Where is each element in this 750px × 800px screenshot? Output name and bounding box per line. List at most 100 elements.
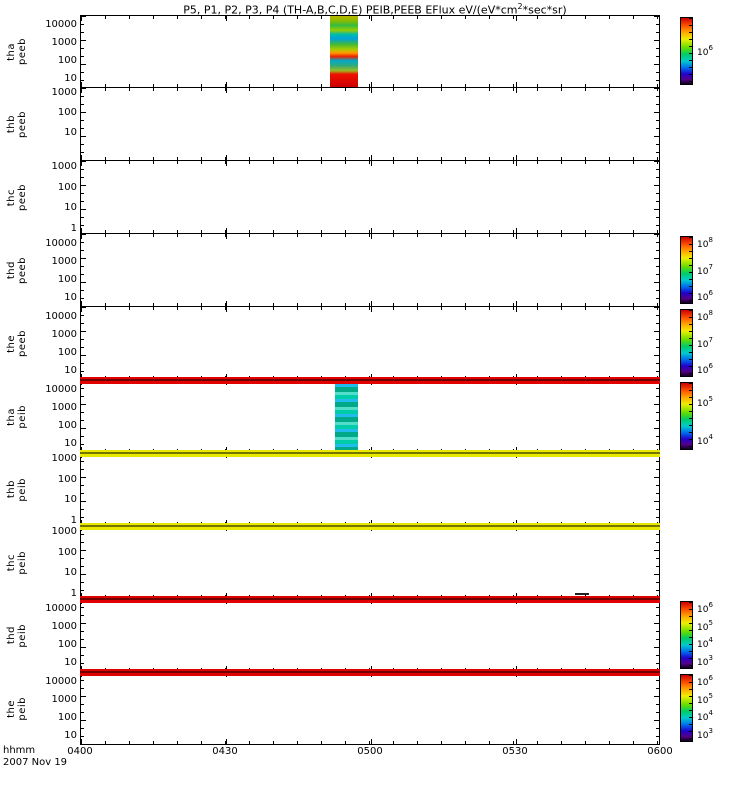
colorbar-tick: 107 — [697, 335, 713, 350]
colorbar-gradient — [680, 17, 693, 85]
colorbar-labels: 106 — [697, 17, 713, 85]
y-tick: 10 — [64, 73, 77, 84]
y-tick: 1000 — [51, 526, 77, 537]
y-tick: 10 — [64, 365, 77, 376]
probe-label: tha — [6, 407, 17, 426]
colorbar-gradient — [680, 236, 693, 304]
instrument-label: peib — [17, 623, 28, 648]
spectrogram-panel — [80, 15, 660, 88]
y-tick: 1 — [70, 222, 77, 234]
saturation-bar-yellow — [80, 523, 660, 530]
colorbar-tick: 104 — [697, 636, 713, 651]
colorbar-thd-peib: 106 105 104 103 — [680, 601, 742, 669]
instrument-label: peib — [17, 696, 28, 721]
y-tick: 1000 — [51, 694, 77, 705]
date-label: 2007 Nov 19 — [3, 757, 68, 768]
colorbar-tick: 105 — [697, 618, 713, 633]
colorbar-gradient — [680, 382, 693, 450]
panel-y-title: the peeb — [0, 307, 28, 380]
saturation-bar-red — [80, 669, 660, 676]
y-tick: 1000 — [51, 37, 77, 48]
panel-thb-peeb: thb peeb 1000 100 10 — [0, 88, 750, 161]
instrument-label: peib — [17, 550, 28, 575]
y-tick: 100 — [57, 546, 77, 558]
colorbar-tick: 103 — [697, 653, 713, 668]
colorbar-tick: 106 — [697, 289, 713, 303]
colorbar-labels: 105 104 — [697, 382, 713, 450]
y-tick: 10000 — [45, 603, 77, 614]
probe-label: tha — [6, 42, 17, 61]
panel-thc-peib: thc peib 1000 100 10 1 — [0, 526, 750, 599]
panel-thc-peeb: thc peeb 1000 100 10 1 — [0, 161, 750, 234]
panel-y-title: thc peeb — [0, 161, 28, 234]
y-tick: 10 — [64, 567, 77, 579]
y-tick: 100 — [57, 347, 77, 358]
panel-y-title: thd peeb — [0, 234, 28, 307]
y-tick: 10 — [64, 127, 77, 138]
spectrogram-panel — [80, 672, 660, 745]
colorbar-gradient — [680, 309, 693, 377]
y-tick-labels: 10000 1000 100 10 — [28, 15, 80, 88]
panel-y-title: thc peib — [0, 526, 28, 599]
y-tick-labels: 1000 100 10 1 — [28, 526, 80, 599]
y-tick: 1000 — [51, 621, 77, 632]
x-tick: 0530 — [502, 746, 528, 757]
y-tick: 10000 — [45, 19, 77, 30]
spectrogram-burst — [329, 16, 359, 87]
y-tick: 10 — [64, 657, 77, 668]
y-tick: 10 — [64, 494, 77, 506]
colorbar-tick: 105 — [697, 691, 713, 706]
y-tick-labels: 1000 100 10 1 — [28, 453, 80, 526]
colorbar-tha-peib: 105 104 — [680, 382, 742, 450]
colorbar-tick: 108 — [697, 309, 713, 323]
title-post: *sec*sr) — [522, 3, 567, 17]
y-tick-labels: 10000 1000 100 10 — [28, 672, 80, 745]
short-trace-segment — [575, 593, 590, 595]
spectrogram-panel — [80, 526, 660, 599]
y-tick: 100 — [57, 473, 77, 485]
probe-label: thb — [6, 115, 17, 134]
spectrogram-panel — [80, 599, 660, 672]
colorbar-tick: 106 — [697, 43, 713, 58]
y-tick: 100 — [57, 639, 77, 650]
probe-label: thc — [6, 188, 17, 207]
x-tick: 0430 — [212, 746, 238, 757]
time-format-label: hhmm — [3, 745, 36, 756]
panel-the-peib: the peib 10000 1000 100 10 — [0, 672, 750, 745]
colorbar-thd-peeb: 108 107 106 — [680, 236, 742, 304]
spectrogram-panel — [80, 307, 660, 380]
y-tick: 10 — [64, 438, 77, 449]
y-tick-labels: 10000 1000 100 10 — [28, 380, 80, 453]
panel-the-peeb: the peeb 10000 1000 100 10 — [0, 307, 750, 380]
colorbar-labels: 106 105 104 103 — [697, 674, 713, 742]
y-tick: 1000 — [51, 329, 77, 340]
y-tick: 100 — [57, 107, 77, 118]
colorbar-tick: 104 — [697, 433, 713, 447]
y-tick: 10000 — [45, 676, 77, 687]
probe-label: thb — [6, 480, 17, 499]
y-tick: 1 — [70, 514, 77, 526]
probe-label: the — [6, 699, 17, 718]
instrument-label: peeb — [17, 330, 28, 357]
spectrogram-panel — [80, 234, 660, 307]
spectrogram-panel — [80, 380, 660, 453]
title-superscript: 2 — [517, 2, 523, 11]
y-tick: 10000 — [45, 384, 77, 395]
y-tick: 1000 — [51, 453, 77, 464]
panel-tha-peib: tha peib 10000 1000 100 10 — [0, 380, 750, 453]
colorbar-the-peib: 106 105 104 103 — [680, 674, 742, 742]
panel-y-title: thb peeb — [0, 88, 28, 161]
y-tick: 100 — [57, 420, 77, 431]
instrument-label: peeb — [17, 38, 28, 65]
colorbar-tick: 106 — [697, 674, 713, 688]
colorbar-labels: 108 107 106 — [697, 309, 713, 377]
x-tick: 0500 — [357, 746, 383, 757]
y-tick-labels: 10000 1000 100 10 — [28, 307, 80, 380]
y-tick-labels: 10000 1000 100 10 — [28, 234, 80, 307]
colorbar-gradient — [680, 674, 693, 742]
y-tick: 10000 — [45, 238, 77, 249]
y-tick: 100 — [57, 181, 77, 193]
y-tick-labels: 10000 1000 100 10 — [28, 599, 80, 672]
figure-title: P5, P1, P2, P3, P4 (TH-A,B,C,D,E) PEIB,P… — [0, 2, 750, 17]
colorbar-labels: 108 107 106 — [697, 236, 713, 304]
